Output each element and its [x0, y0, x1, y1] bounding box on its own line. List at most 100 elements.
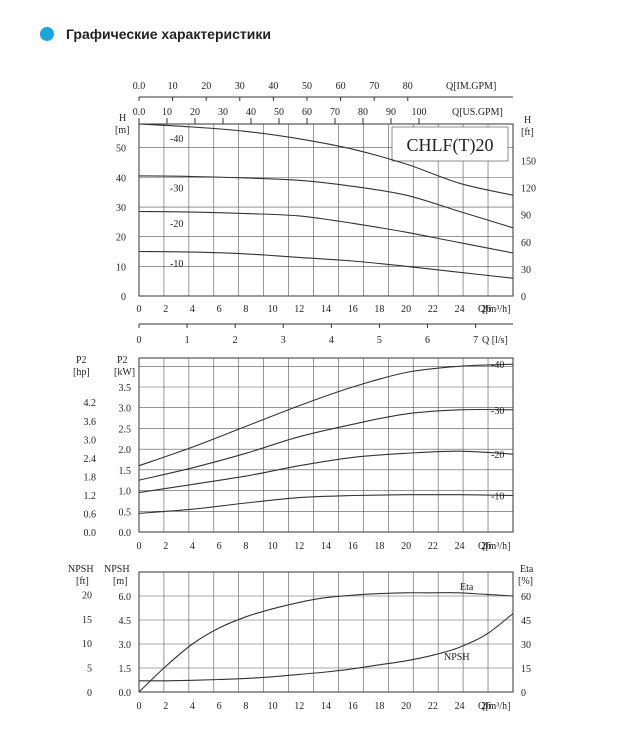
head-x-tick: 16 [348, 304, 358, 315]
head-x-tick: 24 [455, 304, 465, 315]
power-x-tick: 24 [455, 541, 465, 552]
head-x-tick: 12 [294, 304, 304, 315]
us-gpm-tick-label: 80 [358, 107, 368, 118]
head-curve [138, 175, 514, 229]
npsh-x-tick: 2 [163, 701, 168, 712]
power-curve [138, 408, 514, 481]
head-x-tick: 20 [401, 304, 411, 315]
head-x-tick: 26 [481, 304, 491, 315]
us-gpm-tick-label: 40 [246, 107, 256, 118]
npsh-x-tick: 26 [481, 701, 491, 712]
power-x-tick: 12 [294, 541, 304, 552]
power-curve [138, 363, 514, 467]
eta-curve [138, 592, 514, 693]
power-y-hp-tick: 4.2 [84, 398, 97, 409]
power-y-kw-tick: 1.5 [119, 466, 132, 477]
model-label: CHLF(T)20 [407, 135, 494, 156]
head-y-right-tick: 90 [521, 211, 531, 222]
im-gpm-tick-label: 30 [235, 81, 245, 92]
us-gpm-tick-label: 10 [162, 107, 172, 118]
power-y-kw-tick: 0.5 [119, 507, 132, 518]
eta-tick: 60 [521, 592, 531, 603]
power-y-hp-tick: 3.6 [84, 417, 97, 428]
power-y-kw-tick: 1.0 [119, 487, 132, 498]
power-y-kw-label: P2 [117, 355, 128, 366]
npsh-x-tick: 4 [190, 701, 195, 712]
npsh-efficiency-chart: NPSH[ft]NPSH[m]Eta[%]051015200.01.53.04.… [68, 564, 534, 712]
ls-tick-label: 0 [137, 335, 142, 346]
npsh-m-tick: 0.0 [119, 688, 132, 699]
npsh-x-label: Q[m³/h] [478, 701, 510, 712]
head-x-tick: 2 [163, 304, 168, 315]
power-y-hp-tick: 1.2 [84, 491, 97, 502]
us-gpm-tick-label: 30 [218, 107, 228, 118]
power-y-hp-tick: 1.8 [84, 472, 97, 483]
eta-unit: [%] [518, 576, 533, 587]
power-x-tick: 22 [428, 541, 438, 552]
npsh-x-tick: 20 [401, 701, 411, 712]
npsh-x-tick: 14 [321, 701, 331, 712]
head-x-tick: 14 [321, 304, 331, 315]
npsh-m-unit: [m] [113, 576, 127, 587]
head-x-tick: 22 [428, 304, 438, 315]
power-x-tick: 26 [481, 541, 491, 552]
power-y-hp-label: P2 [76, 355, 87, 366]
npsh-x-tick: 22 [428, 701, 438, 712]
head-curve-label: -20 [170, 219, 183, 230]
power-curve [138, 450, 514, 494]
npsh-curve-label: NPSH [444, 652, 470, 663]
npsh-m-tick: 4.5 [119, 616, 132, 627]
ls-tick-label: 5 [377, 335, 382, 346]
npsh-m-tick: 1.5 [119, 664, 132, 675]
eta-curve-label: Eta [460, 582, 474, 593]
head-curve [138, 123, 514, 196]
head-frame [138, 123, 514, 297]
eta-tick: 30 [521, 640, 531, 651]
power-x-tick: 0 [137, 541, 142, 552]
head-x-tick: 6 [217, 304, 222, 315]
head-x-label: Q[m³/h] [478, 304, 510, 315]
npsh-ft-tick: 5 [87, 664, 92, 675]
npsh-x-tick: 0 [137, 701, 142, 712]
head-y-tick: 10 [116, 262, 126, 273]
power-x-tick: 2 [163, 541, 168, 552]
us-gpm-tick-label: 70 [330, 107, 340, 118]
ls-tick-label: 3 [281, 335, 286, 346]
power-curve-label: -20 [491, 450, 504, 461]
power-y-hp-tick: 3.0 [84, 435, 97, 446]
head-y-left-label: H [119, 113, 126, 124]
power-y-kw-tick: 0.0 [119, 528, 132, 539]
head-y-left-unit: [m] [115, 125, 129, 136]
npsh-x-tick: 16 [348, 701, 358, 712]
power-y-hp-tick: 2.4 [84, 454, 97, 465]
us-gpm-tick-label: 20 [190, 107, 200, 118]
power-x-tick: 6 [217, 541, 222, 552]
us-gpm-tick-label: 50 [274, 107, 284, 118]
ls-tick-label: 7 [473, 335, 478, 346]
bullet-dot-icon [40, 27, 54, 41]
power-x-label: Q[m³/h] [478, 541, 510, 552]
us-gpm-tick-label: 60 [302, 107, 312, 118]
head-y-right-tick: 0 [521, 292, 526, 303]
head-x-tick: 10 [268, 304, 278, 315]
head-y-right-tick: 60 [521, 238, 531, 249]
section-title: Графические характеристики [66, 26, 271, 42]
head-y-tick: 30 [116, 203, 126, 214]
im-gpm-axis-label: Q[IM.GPM] [446, 81, 496, 92]
power-y-kw-tick: 2.5 [119, 424, 132, 435]
power-curve-label: -10 [491, 492, 504, 503]
head-curve-label: -40 [170, 134, 183, 145]
head-chart: 0.0 10 20 30 40 50 60 70 80 Q[IM.GPM]0.0 10 20 30 40 5… [115, 81, 536, 346]
head-y-tick: 20 [116, 233, 126, 244]
head-y-tick: 0 [121, 292, 126, 303]
im-gpm-tick-label: 80 [403, 81, 413, 92]
head-y-tick: 40 [116, 173, 126, 184]
power-y-kw-tick: 2.0 [119, 445, 132, 456]
head-y-right-tick: 150 [521, 156, 536, 167]
head-curve-label: -10 [170, 259, 183, 270]
head-curve [138, 250, 514, 279]
us-gpm-tick-label: 0.0 [133, 107, 146, 118]
npsh-x-tick: 12 [294, 701, 304, 712]
head-y-right-unit: [ft] [521, 127, 534, 138]
